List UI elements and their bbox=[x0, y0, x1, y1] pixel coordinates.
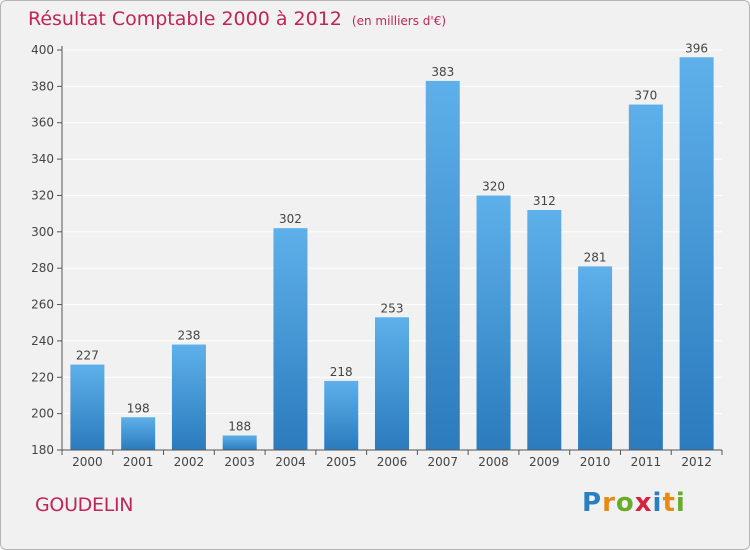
bar bbox=[679, 57, 714, 450]
bar bbox=[578, 266, 613, 450]
data-label: 281 bbox=[584, 250, 607, 264]
bar bbox=[121, 417, 156, 450]
data-label: 198 bbox=[127, 401, 150, 415]
bar bbox=[324, 380, 359, 450]
x-tick-label: 2003 bbox=[224, 455, 255, 469]
logo-letter: i bbox=[675, 488, 686, 518]
logo-letter: t bbox=[662, 488, 676, 518]
y-tick-label: 340 bbox=[31, 152, 54, 166]
data-label: 383 bbox=[431, 65, 454, 79]
proxiti-logo: Proxiti bbox=[582, 488, 686, 518]
x-tick-label: 2000 bbox=[72, 455, 103, 469]
data-label: 188 bbox=[228, 419, 251, 433]
x-tick-label: 2005 bbox=[326, 455, 357, 469]
logo-letter: i bbox=[652, 488, 663, 518]
data-label: 302 bbox=[279, 212, 302, 226]
x-tick-label: 2011 bbox=[631, 455, 662, 469]
bar bbox=[171, 344, 206, 450]
data-label: 238 bbox=[177, 329, 200, 343]
data-label: 312 bbox=[533, 194, 556, 208]
bar bbox=[476, 195, 511, 450]
y-tick-label: 380 bbox=[31, 79, 54, 93]
y-tick-label: 200 bbox=[31, 407, 54, 421]
bar bbox=[222, 435, 257, 450]
city-name: GOUDELIN bbox=[35, 494, 134, 516]
x-tick-label: 2010 bbox=[580, 455, 611, 469]
x-tick-label: 2008 bbox=[478, 455, 509, 469]
bars: 227 198 238 188 302 218 253 383 320 312 281 370 396 bbox=[70, 41, 714, 450]
y-tick-label: 180 bbox=[31, 443, 54, 457]
x-tick-label: 2009 bbox=[529, 455, 560, 469]
logo-letter: P bbox=[582, 488, 603, 518]
data-label: 253 bbox=[381, 301, 404, 315]
x-tick-label: 2002 bbox=[174, 455, 205, 469]
logo-letter: o bbox=[615, 488, 635, 518]
y-tick-label: 260 bbox=[31, 298, 54, 312]
chart-title-text: Résultat Comptable 2000 à 2012 bbox=[28, 8, 342, 30]
logo-letter: r bbox=[602, 488, 616, 518]
data-label: 218 bbox=[330, 365, 353, 379]
y-tick-label: 320 bbox=[31, 188, 54, 202]
y-tick-label: 220 bbox=[31, 370, 54, 384]
x-tick-label: 2004 bbox=[275, 455, 306, 469]
chart-subtitle: (en milliers d'€) bbox=[351, 14, 447, 28]
data-label: 396 bbox=[685, 41, 708, 55]
bar bbox=[375, 317, 409, 450]
data-label: 227 bbox=[76, 349, 99, 363]
chart-title: Résultat Comptable 2000 à 2012 (en millie… bbox=[28, 8, 446, 30]
bar bbox=[273, 228, 308, 450]
y-tick-label: 280 bbox=[31, 261, 54, 275]
bar bbox=[425, 80, 460, 450]
y-tick-label: 240 bbox=[31, 334, 54, 348]
x-tick-label: 2001 bbox=[123, 455, 154, 469]
x-tick-label: 2012 bbox=[681, 455, 712, 469]
y-tick-label: 300 bbox=[31, 225, 54, 239]
bar bbox=[527, 210, 562, 450]
y-tick-label: 400 bbox=[31, 43, 54, 57]
data-label: 370 bbox=[634, 89, 657, 103]
x-tick-label: 2006 bbox=[377, 455, 408, 469]
x-tick-label: 2007 bbox=[427, 455, 458, 469]
data-label: 320 bbox=[482, 179, 505, 193]
y-tick-label: 360 bbox=[31, 116, 54, 130]
logo-letter: x bbox=[634, 488, 653, 518]
bar bbox=[70, 364, 105, 450]
bar bbox=[628, 104, 663, 450]
axes: 180 200 220 240 260 280 300 320 340 360 380 400 2000… bbox=[31, 43, 723, 469]
